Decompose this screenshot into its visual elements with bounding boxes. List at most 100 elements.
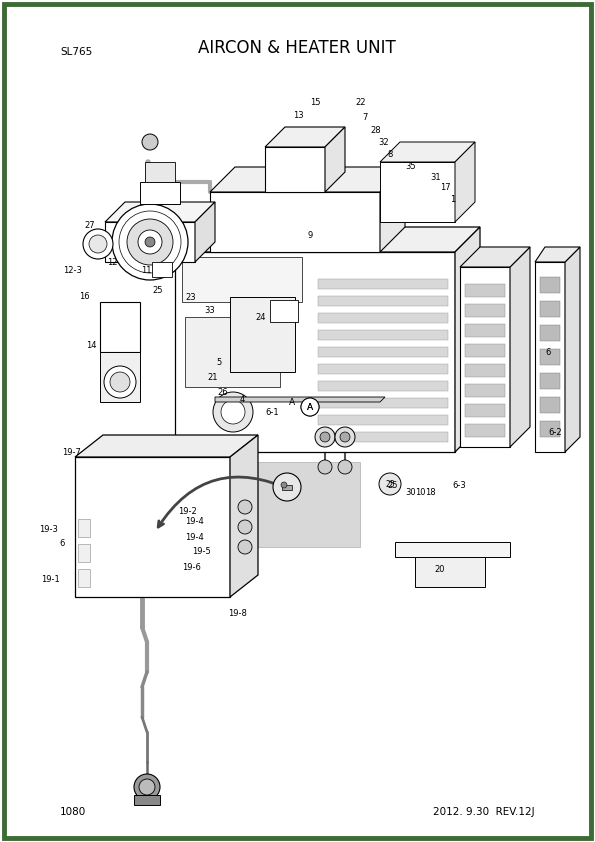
Circle shape	[379, 473, 401, 495]
Polygon shape	[465, 384, 505, 397]
Polygon shape	[565, 247, 580, 452]
Polygon shape	[540, 325, 560, 341]
Polygon shape	[195, 202, 215, 262]
Polygon shape	[318, 296, 448, 306]
Polygon shape	[535, 262, 565, 452]
Polygon shape	[465, 424, 505, 437]
Bar	[182, 257, 302, 302]
Text: 27: 27	[84, 221, 95, 230]
Polygon shape	[325, 127, 345, 192]
Text: 10: 10	[415, 488, 425, 497]
Text: 25: 25	[152, 285, 163, 295]
Bar	[282, 485, 292, 490]
Circle shape	[281, 482, 287, 488]
Polygon shape	[455, 227, 480, 452]
Circle shape	[315, 427, 335, 447]
Bar	[270, 300, 298, 322]
Text: AIRCON & HEATER UNIT: AIRCON & HEATER UNIT	[198, 39, 396, 57]
Text: 31: 31	[430, 173, 441, 182]
Polygon shape	[540, 277, 560, 293]
Circle shape	[238, 520, 252, 534]
Polygon shape	[175, 252, 455, 452]
Text: 9: 9	[307, 231, 312, 239]
Text: 19-3: 19-3	[39, 525, 58, 535]
Circle shape	[83, 229, 113, 259]
Bar	[185, 317, 280, 387]
Text: 28: 28	[370, 125, 381, 135]
Text: 19-8: 19-8	[228, 610, 247, 619]
Bar	[78, 519, 90, 537]
Polygon shape	[75, 457, 230, 597]
Circle shape	[134, 774, 160, 800]
Circle shape	[318, 460, 332, 474]
Polygon shape	[510, 247, 530, 447]
Polygon shape	[465, 404, 505, 417]
Text: A: A	[307, 402, 313, 412]
Circle shape	[320, 432, 330, 442]
Text: 1: 1	[450, 195, 455, 204]
Polygon shape	[318, 415, 448, 425]
Text: 26: 26	[217, 387, 228, 397]
Polygon shape	[380, 162, 455, 222]
Circle shape	[104, 366, 136, 398]
Polygon shape	[535, 247, 580, 262]
Text: 19-6: 19-6	[182, 562, 201, 572]
Text: 14: 14	[86, 340, 97, 349]
Polygon shape	[100, 302, 140, 352]
Text: 22: 22	[355, 98, 365, 106]
Polygon shape	[395, 542, 510, 557]
Text: 2012. 9.30  REV.12J: 2012. 9.30 REV.12J	[433, 807, 535, 817]
Polygon shape	[215, 397, 385, 402]
Text: 17: 17	[440, 183, 450, 191]
Circle shape	[335, 427, 355, 447]
Bar	[145, 162, 175, 182]
Circle shape	[338, 460, 352, 474]
Polygon shape	[318, 381, 448, 391]
Text: 24: 24	[255, 312, 265, 322]
Text: 5: 5	[217, 358, 222, 366]
Text: 21: 21	[208, 372, 218, 381]
Polygon shape	[318, 432, 448, 442]
Text: A: A	[307, 402, 313, 412]
Circle shape	[127, 219, 173, 265]
Text: 19-2: 19-2	[178, 508, 197, 516]
Text: 6: 6	[60, 540, 65, 548]
Polygon shape	[465, 304, 505, 317]
Polygon shape	[265, 147, 325, 192]
Circle shape	[273, 473, 301, 501]
Circle shape	[145, 237, 155, 247]
Polygon shape	[465, 344, 505, 357]
Text: 12-3: 12-3	[63, 265, 82, 274]
Polygon shape	[318, 279, 448, 289]
Polygon shape	[460, 247, 530, 267]
Circle shape	[238, 500, 252, 514]
Text: 19-5: 19-5	[192, 547, 211, 557]
Text: 19-7: 19-7	[62, 447, 81, 456]
Text: 19-4: 19-4	[185, 518, 203, 526]
Circle shape	[213, 392, 253, 432]
Polygon shape	[380, 167, 405, 252]
Polygon shape	[318, 313, 448, 323]
Text: 4: 4	[239, 395, 245, 403]
Text: 19-1: 19-1	[41, 575, 60, 584]
Circle shape	[138, 230, 162, 254]
Circle shape	[139, 779, 155, 795]
Polygon shape	[235, 462, 360, 547]
Polygon shape	[540, 373, 560, 389]
Polygon shape	[455, 142, 475, 222]
Circle shape	[301, 398, 319, 416]
Text: 35: 35	[405, 162, 416, 170]
Text: 18: 18	[425, 488, 436, 497]
Text: 12: 12	[108, 258, 118, 267]
Polygon shape	[465, 364, 505, 377]
Circle shape	[142, 134, 158, 150]
Text: 33: 33	[204, 306, 215, 315]
Circle shape	[112, 204, 188, 280]
Text: 15: 15	[310, 98, 321, 106]
Bar	[134, 795, 160, 805]
Polygon shape	[210, 192, 380, 252]
Text: 13: 13	[293, 110, 303, 120]
Polygon shape	[465, 324, 505, 337]
Bar	[140, 182, 180, 204]
Polygon shape	[465, 284, 505, 297]
